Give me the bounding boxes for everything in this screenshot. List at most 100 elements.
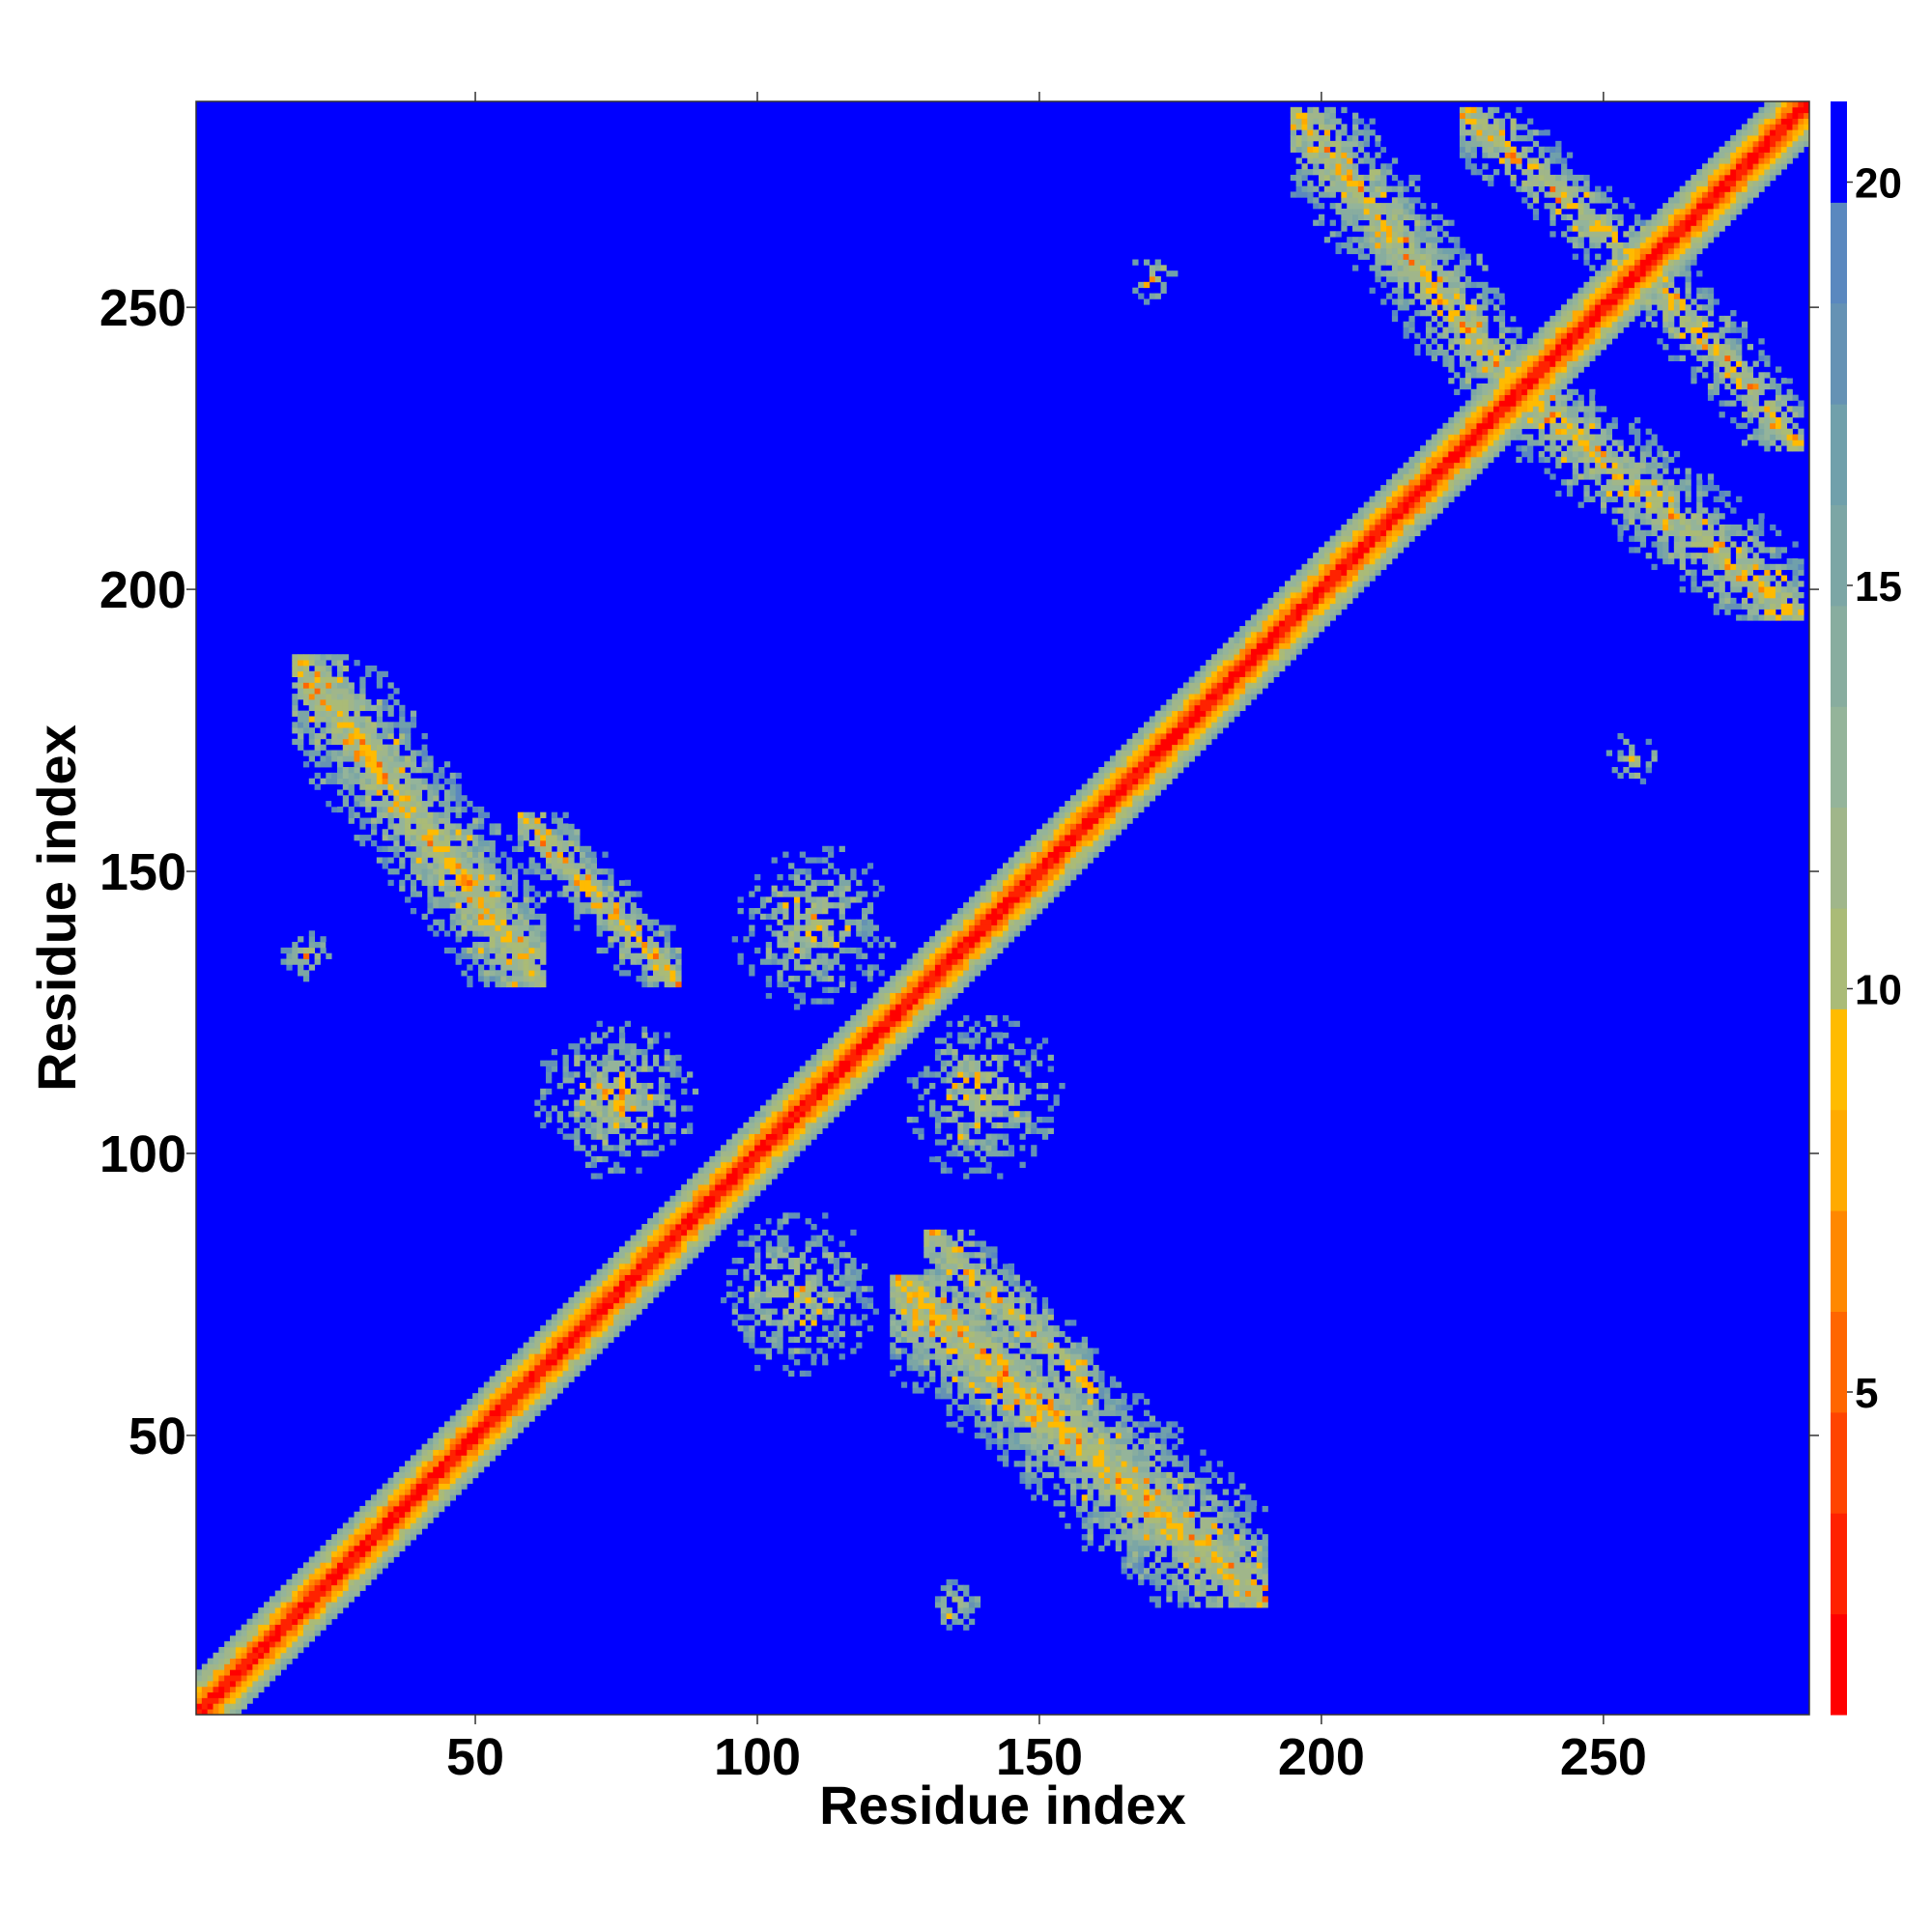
heatmap-cell (669, 1195, 676, 1203)
heatmap-cell (805, 930, 811, 937)
heatmap-cell (314, 660, 321, 667)
heatmap-cell (833, 1094, 840, 1100)
heatmap-cell (923, 1235, 930, 1241)
heatmap-cell (997, 1342, 1004, 1349)
heatmap-cell (895, 1320, 902, 1326)
heatmap-cell (235, 1641, 242, 1648)
heatmap-cell (963, 1387, 970, 1394)
heatmap-cell (652, 1122, 660, 1129)
heatmap-cell (393, 722, 400, 728)
heatmap-cell (246, 1663, 253, 1670)
heatmap-cell (765, 1105, 772, 1112)
heatmap-cell (472, 835, 479, 841)
heatmap-cell (590, 1133, 597, 1140)
heatmap-cell (940, 1161, 948, 1168)
heatmap-cell (749, 1292, 755, 1298)
heatmap-cell (952, 919, 958, 925)
heatmap-cell (985, 1302, 992, 1309)
heatmap-cell (805, 1296, 811, 1304)
heatmap-cell (393, 845, 400, 853)
heatmap-cell (647, 1139, 654, 1146)
heatmap-cell (590, 1325, 597, 1332)
heatmap-cell (647, 958, 654, 965)
heatmap-cell (675, 1223, 682, 1231)
heatmap-cell (348, 744, 355, 751)
heatmap-cell (946, 1381, 952, 1388)
heatmap-cell (731, 1268, 738, 1275)
heatmap-cell (365, 1568, 372, 1575)
heatmap-cell (968, 976, 976, 982)
heatmap-cell (455, 1477, 462, 1484)
heatmap-cell (201, 1691, 209, 1698)
heatmap-cell (641, 1151, 648, 1157)
heatmap-cell (946, 1286, 952, 1293)
heatmap-cell (856, 1274, 863, 1281)
heatmap-cell (320, 1612, 327, 1620)
heatmap-cell (393, 772, 400, 780)
heatmap-cell (963, 913, 970, 921)
heatmap-cell (596, 924, 603, 931)
heatmap-cell (241, 1703, 247, 1710)
heatmap-cell (399, 1489, 406, 1495)
heatmap-cell (292, 1590, 298, 1597)
heatmap-cell (562, 1302, 569, 1309)
heatmap-cell (455, 1466, 462, 1473)
heatmap-cell (517, 958, 525, 965)
heatmap-cell (461, 868, 468, 875)
heatmap-cell (387, 868, 394, 875)
heatmap-cell (546, 863, 553, 869)
heatmap-cell (608, 879, 614, 887)
heatmap-cell (235, 1709, 242, 1716)
heatmap-cell (963, 1173, 970, 1179)
heatmap-cell (365, 732, 372, 740)
heatmap-cell (850, 1263, 857, 1270)
heatmap-cell (365, 738, 372, 746)
heatmap-cell (540, 1122, 547, 1129)
heatmap-cell (929, 986, 936, 993)
heatmap-cell (918, 1009, 924, 1016)
heatmap-cell (608, 1048, 614, 1056)
heatmap-cell (862, 891, 868, 897)
heatmap-cell (483, 930, 491, 937)
heatmap-cell (630, 1048, 637, 1056)
heatmap-cell (878, 896, 885, 903)
heatmap-cell (574, 902, 581, 909)
heatmap-cell (946, 1342, 952, 1349)
heatmap-cell (912, 1342, 919, 1349)
heatmap-cell (568, 1336, 575, 1344)
heatmap-cell (624, 1258, 632, 1264)
heatmap-cell (405, 1528, 412, 1535)
heatmap-cell (511, 952, 519, 959)
heatmap-cell (415, 767, 422, 774)
heatmap-cell (985, 1437, 992, 1445)
heatmap-cell (495, 1421, 501, 1428)
heatmap-cell (602, 1105, 609, 1112)
heatmap-cell (952, 1325, 958, 1332)
heatmap-cell (963, 1381, 970, 1388)
heatmap-cell (641, 1117, 648, 1123)
heatmap-cell (320, 1574, 327, 1580)
heatmap-cell (218, 1646, 225, 1654)
heatmap-cell (534, 1099, 541, 1106)
heatmap-cell (371, 1511, 378, 1519)
heatmap-cell (298, 1635, 304, 1642)
heatmap-cell (387, 1494, 394, 1501)
heatmap-cell (477, 879, 485, 887)
heatmap-cell (590, 1292, 597, 1298)
heatmap-cell (777, 1240, 783, 1247)
heatmap-cell (568, 873, 575, 881)
heatmap-cell (822, 1105, 829, 1112)
heatmap-cell (856, 1077, 863, 1084)
heatmap-cell (359, 738, 366, 746)
heatmap-cell (929, 1009, 936, 1016)
heatmap-cell (929, 1314, 936, 1321)
heatmap-cell (546, 835, 553, 841)
heatmap-cell (743, 1127, 750, 1134)
heatmap-cell (788, 873, 795, 881)
heatmap-cell (872, 1060, 879, 1066)
heatmap-cell (652, 919, 660, 925)
heatmap-cell (867, 1071, 874, 1078)
heatmap-cell (805, 936, 811, 943)
heatmap-cell (827, 1296, 835, 1304)
heatmap-cell (850, 896, 857, 903)
